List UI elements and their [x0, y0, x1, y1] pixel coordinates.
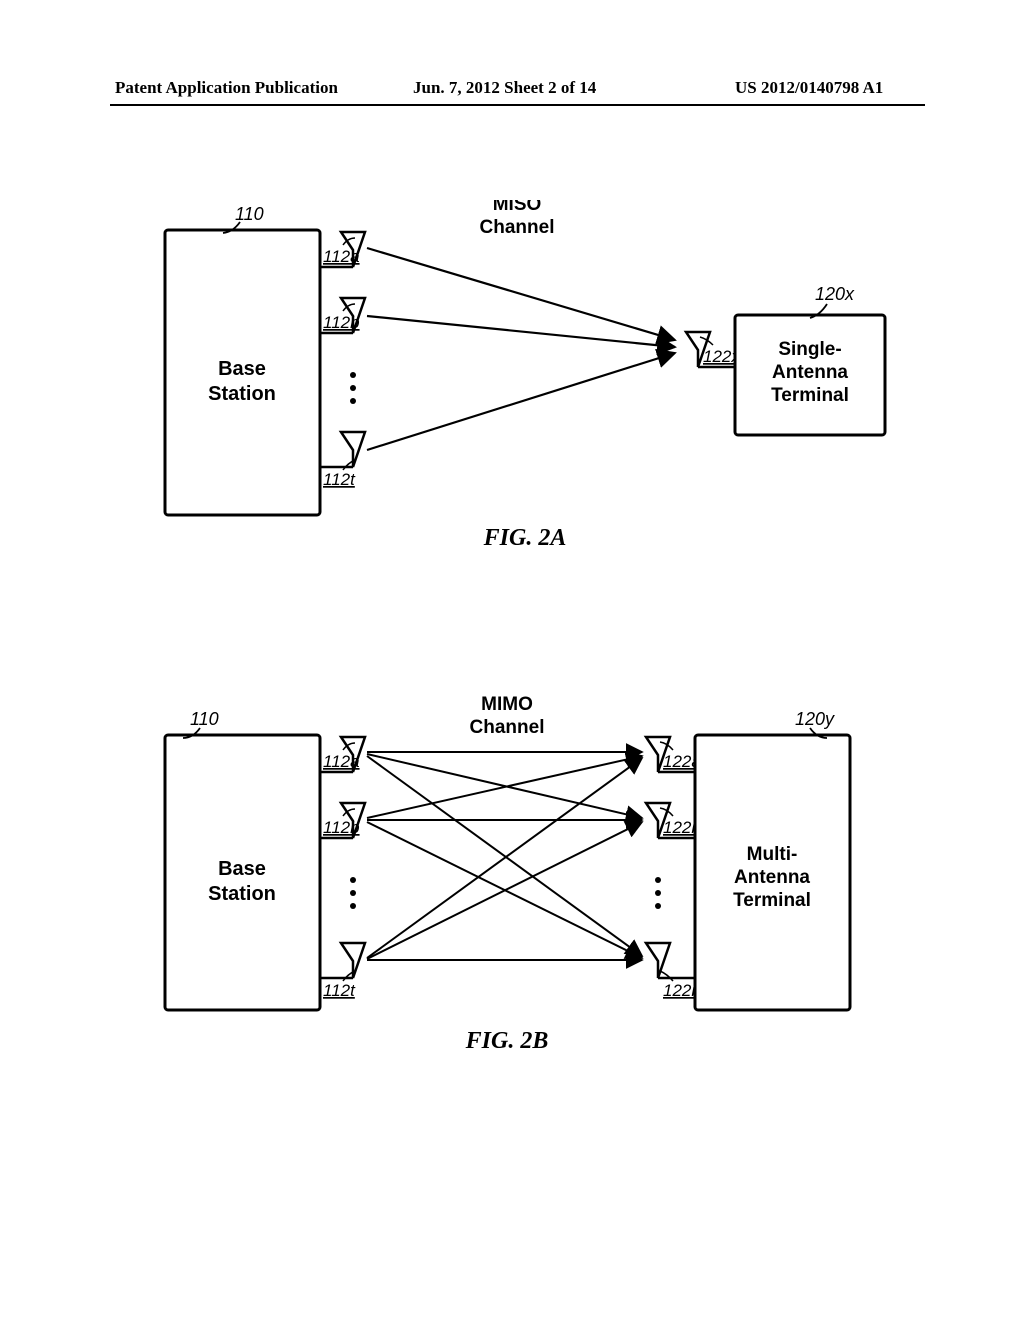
antenna-122r: 122r — [646, 943, 698, 1000]
lbl-112a: 112a — [323, 247, 360, 266]
lbl-112b: 112b — [323, 313, 360, 332]
miso-title-1: MISO — [493, 200, 542, 215]
ref-120y: 120y — [795, 709, 835, 729]
ref-120x: 120x — [815, 284, 855, 304]
bs-label-l1: Base — [218, 358, 266, 380]
link-a — [367, 248, 675, 340]
fig2b-caption: FIG. 2B — [465, 1028, 549, 1054]
fig2a-caption: FIG. 2A — [483, 525, 567, 551]
bs-label-l2: Station — [208, 383, 276, 405]
ref-110: 110 — [235, 204, 264, 224]
link-t — [367, 353, 675, 450]
term-l2: Antenna — [772, 362, 848, 383]
header-left: Patent Application Publication — [115, 78, 338, 98]
tx-ellipsis-b-icon — [350, 877, 356, 909]
term-b-l3: Terminal — [733, 890, 811, 911]
tx-ellipsis-icon — [350, 372, 356, 404]
term-b-l2: Antenna — [734, 867, 810, 888]
lbl-112t: 112t — [323, 470, 356, 489]
bs-b-l1: Base — [218, 858, 266, 880]
antenna-112a-b: 112a — [320, 737, 365, 772]
antenna-112b-b: 112b — [320, 803, 365, 838]
ref-110b: 110 — [190, 709, 219, 729]
term-b-l1: Multi- — [747, 844, 798, 865]
lbl-112b-b: 112b — [323, 818, 360, 837]
antenna-112t-b: 112t — [320, 943, 365, 1000]
rx-ellipsis-b-icon — [655, 877, 661, 909]
fig-2a: Base Station 110 112a 112b 112t — [155, 200, 915, 560]
antenna-122b: 122b — [646, 803, 701, 838]
lbl-122r: 122r — [663, 981, 698, 1000]
term-l3: Terminal — [771, 385, 849, 406]
fig-2b: Base Station 110 112a 112b 112t MIMO Ch — [155, 680, 915, 1060]
link-b — [367, 316, 675, 347]
antenna-112b: 112b — [320, 298, 365, 333]
antenna-112t: 112t — [320, 432, 365, 489]
antenna-122x: 122x — [686, 332, 740, 367]
antenna-122a: 122a — [646, 737, 701, 772]
header-right: US 2012/0140798 A1 — [735, 78, 883, 98]
mimo-title-2: Channel — [470, 717, 545, 738]
lbl-112t-b: 112t — [323, 981, 356, 1000]
miso-title-2: Channel — [480, 217, 555, 238]
mimo-links — [367, 752, 642, 960]
header-center: Jun. 7, 2012 Sheet 2 of 14 — [413, 78, 596, 98]
term-l1: Single- — [778, 339, 841, 360]
antenna-112a: 112a — [320, 232, 365, 267]
bs-b-l2: Station — [208, 883, 276, 905]
patent-page: Patent Application Publication Jun. 7, 2… — [0, 0, 1024, 1320]
lbl-112a-b: 112a — [323, 752, 360, 771]
header-rule — [110, 104, 925, 106]
mimo-title-1: MIMO — [481, 694, 533, 715]
